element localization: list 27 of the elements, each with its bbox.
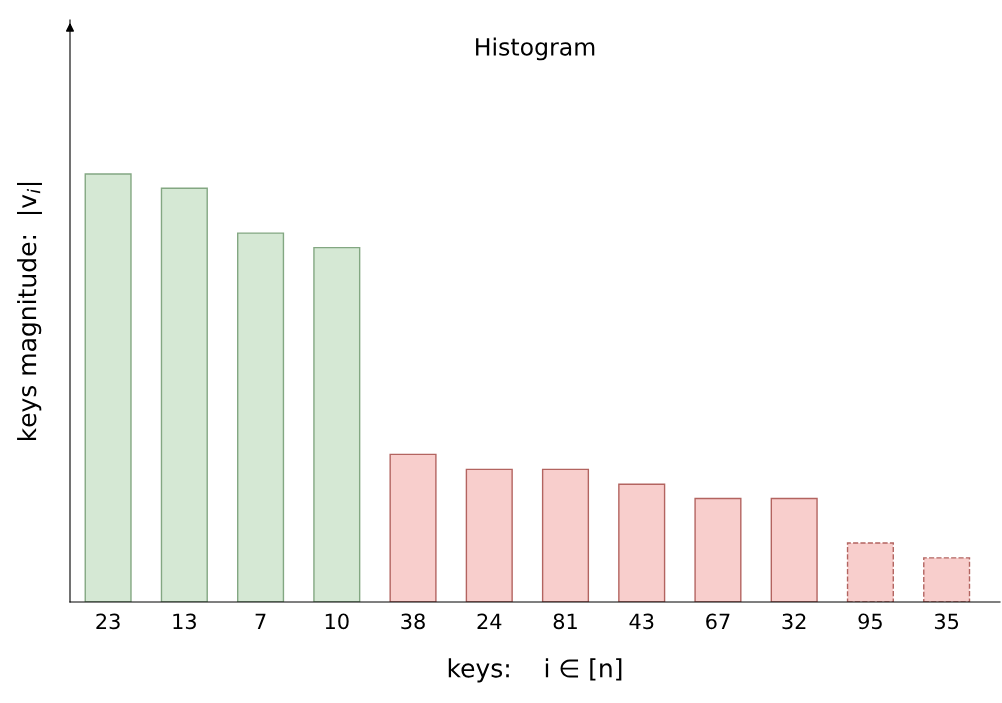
bar (84, 173, 132, 602)
x-tick-label: 23 (96, 613, 120, 630)
x-tick-label: 81 (553, 613, 577, 630)
bar (237, 232, 285, 602)
bar (846, 542, 894, 602)
bar (770, 497, 818, 602)
x-axis-title: keys: i ∈ [n] (448, 658, 622, 683)
bar (313, 246, 361, 602)
x-tick-label: 38 (401, 613, 425, 630)
bar (541, 468, 590, 602)
x-tick-label: 7 (255, 613, 266, 629)
bar (389, 453, 437, 602)
x-tick-label: 24 (477, 613, 502, 629)
x-tick-label: 35 (934, 613, 959, 630)
x-tick-label: 95 (858, 613, 882, 630)
bar (923, 557, 971, 602)
x-tick-label: 13 (173, 613, 196, 630)
bar (465, 468, 513, 602)
bar (160, 187, 208, 602)
x-tick-label: 43 (629, 613, 654, 630)
bar (618, 483, 666, 602)
x-tick-label: 67 (706, 613, 730, 630)
chart-title: Histogram (476, 37, 595, 61)
y-axis-title: keys magnitude: |v$_{i}$| (16, 182, 42, 441)
x-tick-label: 32 (782, 613, 806, 630)
bar (694, 497, 742, 602)
x-tick-label: 10 (325, 613, 349, 630)
